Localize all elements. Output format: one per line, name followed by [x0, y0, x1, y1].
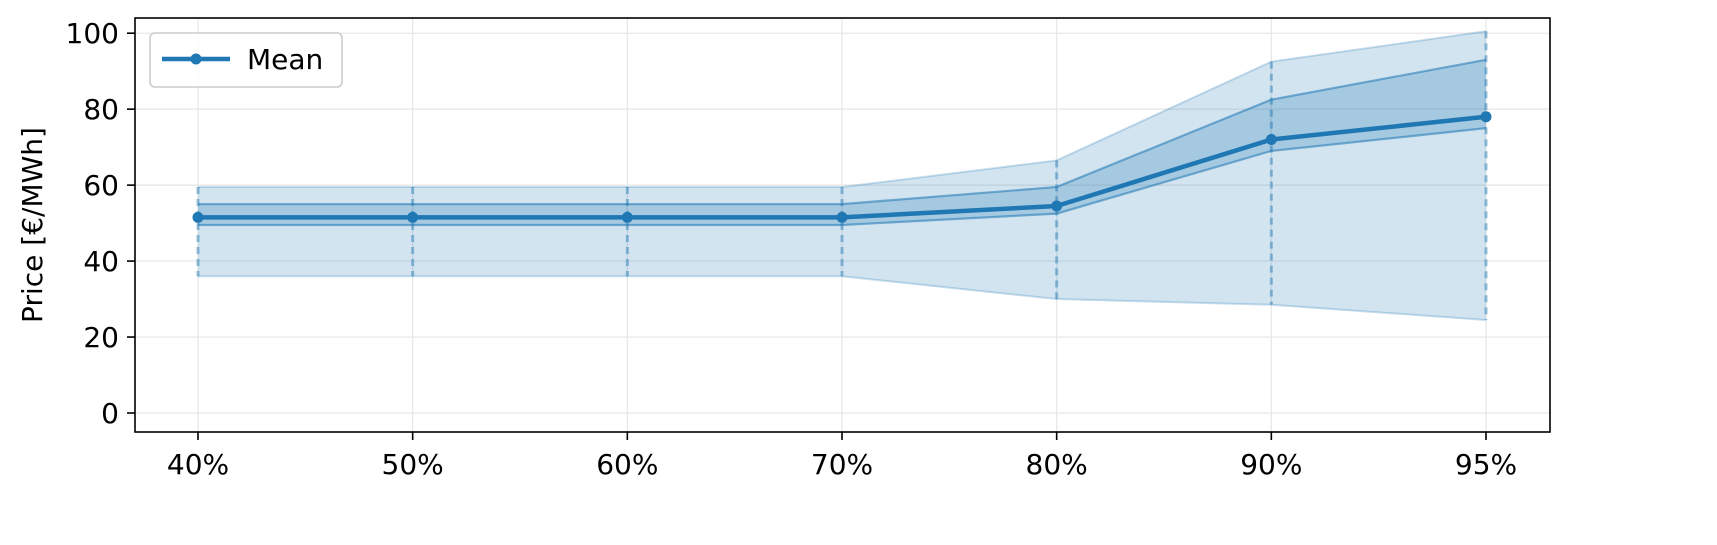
outer-band: [198, 31, 1486, 320]
x-tick-label-0: 40%: [167, 448, 229, 481]
legend-dot-marker: [190, 53, 202, 65]
data-point-mean-6: [1480, 111, 1492, 123]
x-tick-label-3: 70%: [811, 448, 873, 481]
y-tick-label-80: 80: [83, 93, 119, 126]
inner-band: [198, 59, 1486, 225]
y-tick-label-60: 60: [83, 169, 119, 202]
whisker-layer: [196, 31, 1488, 320]
y-tick-label-0: 0: [101, 397, 119, 430]
legend-label-mean: Mean: [247, 43, 323, 76]
data-point-mean-5: [1265, 134, 1277, 146]
grid-layer: [135, 18, 1550, 432]
tick-layer: 0 20 40 60 80 100 40% 50% 60% 70% 80% 90% 95%: [66, 17, 1518, 481]
outer-band-upper-edge: [198, 30, 1487, 189]
outer-band-lower-edge: [198, 275, 1487, 321]
x-tick-label-4: 80%: [1026, 448, 1088, 481]
line-layer: [192, 111, 1492, 223]
inner-band-upper-edge: [198, 58, 1487, 206]
band-layer: [198, 30, 1487, 321]
y-tick-label-20: 20: [83, 321, 119, 354]
data-point-mean-2: [621, 211, 633, 223]
data-point-mean-4: [1051, 200, 1063, 212]
y-axis-title: Price [€/MWh]: [16, 127, 49, 323]
y-tick-label-40: 40: [83, 245, 119, 278]
legend-box: [149, 32, 343, 88]
data-point-mean-1: [407, 211, 419, 223]
x-tick-label-2: 60%: [596, 448, 658, 481]
y-tick-label-100: 100: [66, 17, 119, 50]
data-point-mean-3: [836, 211, 848, 223]
x-tick-label-6: 95%: [1455, 448, 1517, 481]
legend: Mean: [149, 32, 343, 88]
inner-band-lower-edge: [198, 127, 1487, 227]
x-tick-label-5: 90%: [1240, 448, 1302, 481]
data-point-mean-0: [192, 211, 204, 223]
x-tick-label-1: 50%: [382, 448, 444, 481]
